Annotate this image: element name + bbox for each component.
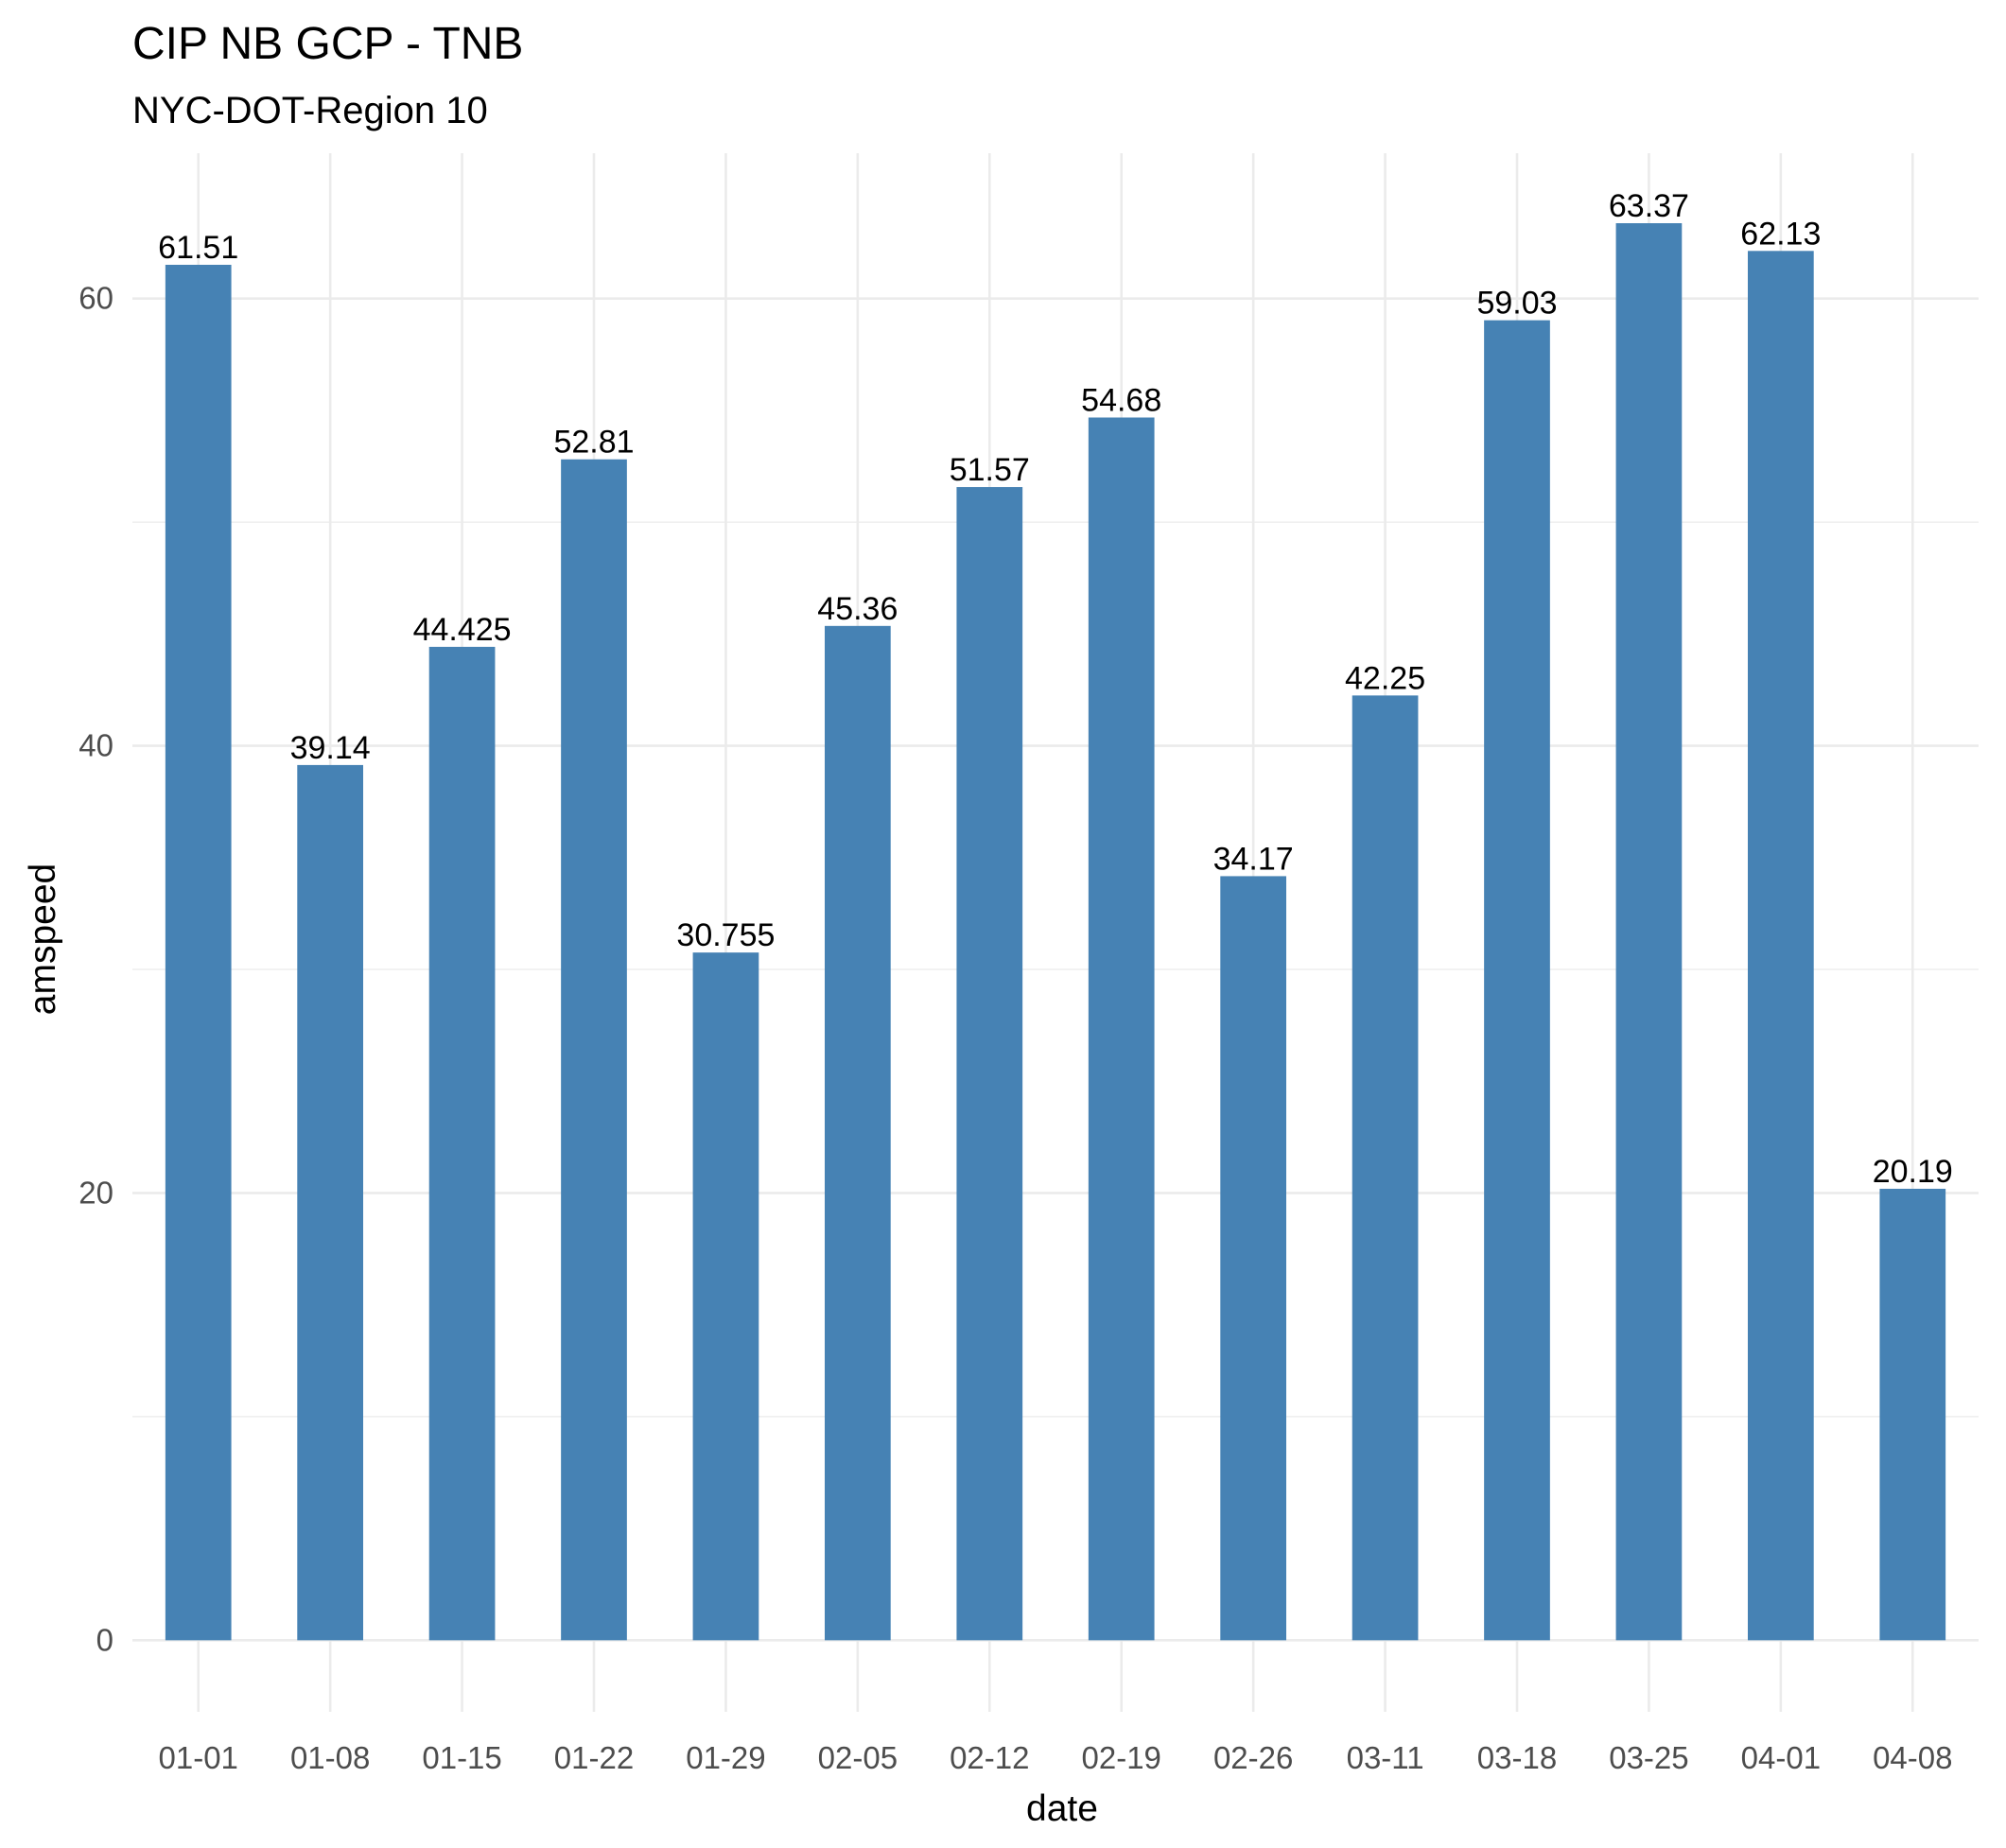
x-tick-label: 01-15 <box>422 1740 501 1775</box>
x-tick-label: 03-18 <box>1477 1740 1557 1775</box>
x-tick-label: 01-01 <box>159 1740 238 1775</box>
x-axis-title: date <box>1026 1788 1098 1829</box>
bar <box>1352 695 1419 1641</box>
bar <box>692 952 759 1641</box>
data-label: 34.17 <box>1213 841 1294 877</box>
data-label: 44.425 <box>413 612 512 648</box>
chart-subtitle: NYC-DOT-Region 10 <box>132 90 488 131</box>
data-label: 63.37 <box>1609 188 1689 224</box>
data-label: 39.14 <box>290 730 371 766</box>
data-labels: 61.51 39.14 44.425 52.81 30.755 45.36 51.57 54.… <box>158 188 1953 1190</box>
x-tick-label: 01-08 <box>290 1740 370 1775</box>
x-tick-label: 02-05 <box>818 1740 898 1775</box>
bar <box>1484 320 1550 1641</box>
chart-title: CIP NB GCP - TNB <box>132 19 523 69</box>
x-tick-label: 04-08 <box>1873 1740 1952 1775</box>
data-label: 51.57 <box>950 452 1030 488</box>
data-label: 45.36 <box>817 591 898 627</box>
data-label: 54.68 <box>1081 382 1161 418</box>
bar <box>1748 251 1814 1641</box>
bar <box>1220 876 1286 1641</box>
y-tick-label: 60 <box>78 281 113 316</box>
y-tick-label: 20 <box>78 1175 113 1210</box>
y-axis-ticks: 0 20 40 60 <box>78 281 113 1658</box>
y-tick-label: 40 <box>78 728 113 763</box>
data-label: 52.81 <box>553 425 634 461</box>
x-tick-label: 01-22 <box>554 1740 634 1775</box>
data-label: 20.19 <box>1873 1154 1953 1190</box>
x-tick-label: 02-12 <box>950 1740 1029 1775</box>
y-axis-title: amspeed <box>23 863 63 1015</box>
x-axis-ticks: 01-01 01-08 01-15 01-22 01-29 02-05 02-12 02-19… <box>159 1740 1953 1775</box>
data-label: 61.51 <box>158 230 238 266</box>
x-tick-label: 04-01 <box>1741 1740 1821 1775</box>
x-tick-label: 03-11 <box>1347 1740 1424 1775</box>
bar <box>165 264 232 1641</box>
bar <box>561 459 627 1641</box>
data-label: 30.755 <box>676 917 775 953</box>
bar <box>1615 223 1683 1641</box>
x-tick-label: 02-19 <box>1082 1740 1161 1775</box>
x-tick-label: 03-25 <box>1609 1740 1688 1775</box>
data-label: 59.03 <box>1476 286 1557 322</box>
bars <box>165 223 1946 1641</box>
bar <box>825 625 891 1641</box>
bar <box>1088 417 1155 1641</box>
bar <box>428 646 496 1641</box>
bar <box>297 764 363 1641</box>
data-label: 62.13 <box>1740 216 1821 252</box>
x-tick-label: 02-26 <box>1213 1740 1293 1775</box>
bar <box>956 487 1023 1641</box>
bar <box>1879 1188 1946 1641</box>
x-tick-label: 01-29 <box>686 1740 765 1775</box>
y-tick-label: 0 <box>96 1622 113 1657</box>
data-label: 42.25 <box>1345 660 1425 696</box>
